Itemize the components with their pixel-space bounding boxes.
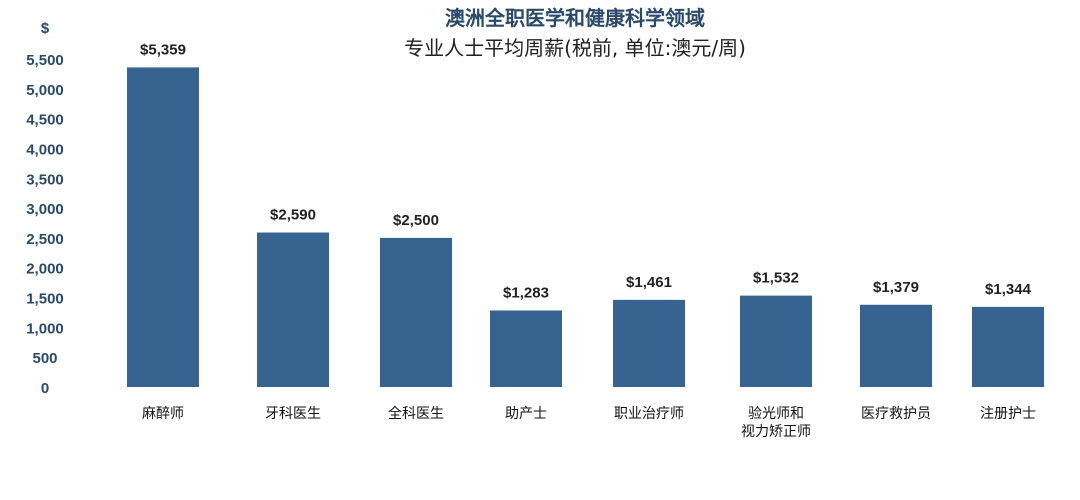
y-tick-label: 3,000: [26, 201, 64, 218]
category-label: 麻醉师: [142, 406, 184, 422]
value-label: $1,344: [985, 281, 1032, 298]
y-tick-label: 2,500: [26, 231, 64, 248]
category-labels-group: 麻醉师 牙科医生 全科医生 助产士 职业治疗师 验光师和视力矫正师 医疗救护员 注册护士: [142, 405, 1036, 440]
y-tick-label: 4,000: [26, 141, 64, 158]
category-label: 医疗救护员: [861, 406, 931, 422]
value-label: $1,379: [873, 279, 919, 296]
value-label: $2,500: [393, 212, 439, 229]
category-label: 验光师和视力矫正师: [741, 406, 811, 440]
value-label: $1,532: [753, 270, 799, 287]
chart-subtitle: 专业人士平均周薪(税前, 单位:澳元/周): [404, 36, 746, 60]
value-label: $5,359: [140, 41, 186, 58]
y-tick-label: 0: [41, 380, 49, 397]
bar: [740, 295, 812, 387]
category-label: 注册护士: [980, 406, 1036, 422]
category-label: 助产士: [505, 406, 547, 422]
y-tick-label: 1,000: [26, 320, 64, 337]
value-label: $1,283: [503, 284, 549, 301]
y-tick-label: 5,500: [26, 52, 64, 69]
y-tick-label: 2,000: [26, 261, 64, 278]
category-label: 职业治疗师: [614, 406, 684, 422]
value-label: $2,590: [270, 207, 316, 224]
bar: [380, 237, 452, 387]
bars-group: [127, 67, 1044, 388]
y-tick-label: 5,000: [26, 82, 64, 99]
category-label: 全科医生: [388, 405, 444, 422]
value-labels-group: $5,359 $2,590 $2,500 $1,283 $1,461 $1,532 $1,3…: [140, 41, 1032, 301]
y-tick-label: 4,500: [26, 112, 64, 129]
bar: [860, 304, 932, 387]
y-tick-label: 1,500: [26, 291, 64, 308]
y-tick-label: 500: [32, 350, 57, 367]
bar: [257, 232, 329, 387]
value-label: $1,461: [626, 274, 672, 291]
y-axis-ticks: 0 500 1,000 1,500 2,000 2,500 3,000 3,500 4,000 4…: [26, 52, 64, 397]
category-label: 牙科医生: [265, 406, 321, 422]
bar: [972, 306, 1044, 387]
bar: [490, 310, 562, 387]
bar: [127, 67, 199, 388]
chart-title: 澳洲全职医学和健康科学领域: [445, 6, 705, 30]
y-axis-unit-label: $: [41, 20, 50, 37]
y-tick-label: 3,500: [26, 171, 64, 188]
bar: [613, 299, 685, 387]
